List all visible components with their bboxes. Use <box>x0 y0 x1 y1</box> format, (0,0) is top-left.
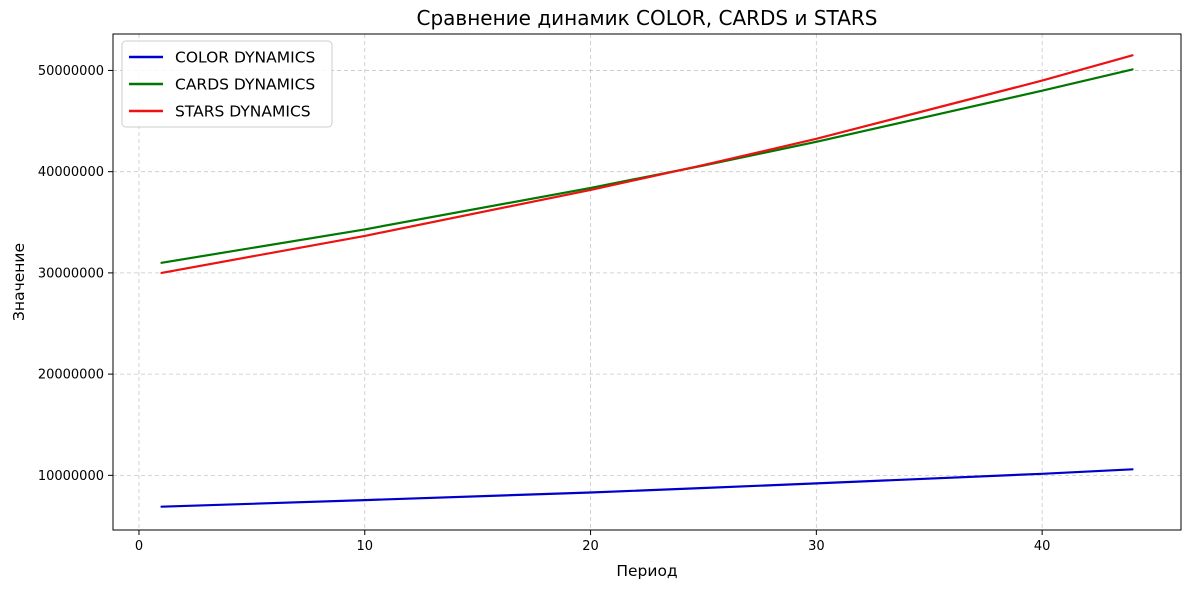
x-axis-label: Период <box>616 562 677 580</box>
y-axis-label: Значение <box>10 243 28 321</box>
x-axis-ticks: 0 10 20 30 40 <box>135 530 1051 554</box>
chart-title: Сравнение динамик COLOR, CARDS и STARS <box>417 6 878 30</box>
legend-box <box>121 40 333 128</box>
x-tick-label: 20 <box>582 539 599 554</box>
y-tick-label: 30000000 <box>38 266 104 281</box>
series-line-3 <box>160 54 1134 274</box>
legend: COLOR DYNAMICS CARDS DYNAMICS STARS DYNAMI… <box>121 40 333 128</box>
series-line-1 <box>160 468 1134 508</box>
legend-label-3: STARS DYNAMICS <box>175 103 311 121</box>
legend-label-1: COLOR DYNAMICS <box>175 49 315 67</box>
y-tick-label: 50000000 <box>38 64 104 79</box>
y-tick-label: 20000000 <box>38 368 104 383</box>
y-axis-ticks: 10000000 20000000 30000000 40000000 50000000 <box>38 64 113 484</box>
x-tick-label: 10 <box>356 539 373 554</box>
y-tick-label: 10000000 <box>38 469 104 484</box>
x-tick-label: 40 <box>1034 539 1051 554</box>
y-tick-label: 40000000 <box>38 165 104 180</box>
plot-frame <box>112 33 1182 531</box>
series-lines <box>160 54 1134 508</box>
x-tick-label: 0 <box>135 539 143 554</box>
x-tick-label: 30 <box>808 539 825 554</box>
legend-label-2: CARDS DYNAMICS <box>175 76 315 94</box>
